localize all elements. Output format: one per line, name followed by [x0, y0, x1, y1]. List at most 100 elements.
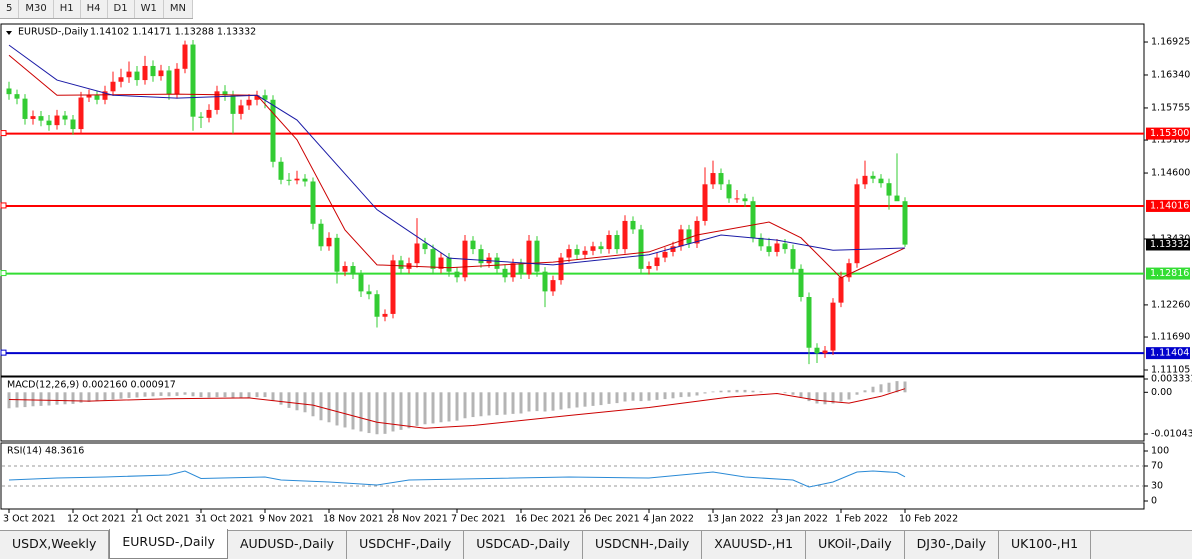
- chart-tab[interactable]: UKOil-,Daily: [806, 531, 905, 559]
- candle-body: [862, 175, 868, 185]
- candle-body: [590, 246, 596, 251]
- macd-bar: [591, 392, 595, 406]
- timeframe-button[interactable]: H4: [81, 0, 108, 18]
- candle-body: [246, 99, 252, 106]
- macd-bar: [719, 390, 723, 393]
- candle-body: [438, 257, 444, 269]
- candle-body: [846, 263, 852, 278]
- candle-body: [630, 220, 636, 230]
- candle-body: [6, 88, 12, 95]
- level-handle: [0, 270, 7, 277]
- macd-bar: [495, 392, 499, 416]
- y-tick-label: 0.003331: [1151, 374, 1192, 385]
- candle-body: [830, 302, 836, 351]
- x-tick-label: 31 Oct 2021: [195, 514, 254, 525]
- macd-bar: [439, 392, 443, 423]
- candle-body: [750, 201, 756, 238]
- macd-bar: [823, 392, 827, 405]
- candle-body: [878, 178, 884, 184]
- candle-body: [558, 257, 564, 281]
- macd-bar: [295, 392, 299, 411]
- chart-tab[interactable]: EURUSD-,Daily: [109, 529, 228, 559]
- timeframe-button[interactable]: M30: [19, 0, 54, 18]
- macd-bar: [367, 392, 371, 434]
- macd-bar: [327, 392, 331, 423]
- macd-bar: [287, 392, 291, 408]
- macd-bar: [487, 392, 491, 416]
- macd-bar: [415, 392, 419, 426]
- macd-bar: [135, 392, 139, 398]
- macd-bar: [783, 392, 787, 394]
- timeframe-button[interactable]: H1: [54, 0, 81, 18]
- timeframe-button[interactable]: 5: [0, 0, 20, 18]
- macd-bar: [703, 392, 707, 394]
- rsi-panel: [0, 442, 1145, 510]
- candle-body: [814, 347, 820, 354]
- candle-body: [478, 249, 484, 264]
- candle-body: [62, 115, 68, 120]
- macd-bar: [407, 392, 411, 429]
- macd-bar: [639, 392, 643, 402]
- candle-body: [542, 271, 548, 292]
- macd-bar: [607, 392, 611, 404]
- y-tick-label: 1.11105: [1151, 364, 1190, 375]
- candle-body: [78, 97, 84, 130]
- macd-bar: [231, 392, 235, 398]
- chart-window: EURUSD-,Daily 1.14102 1.14171 1.13288 1.…: [0, 23, 1192, 525]
- macd-bar: [55, 392, 59, 405]
- candle-body: [766, 246, 772, 252]
- candle-body: [782, 243, 788, 250]
- x-tick-label: 10 Feb 2022: [899, 514, 958, 525]
- candle-body: [742, 198, 748, 202]
- candle-body: [390, 260, 396, 314]
- level-label: 1.12816: [1150, 268, 1189, 279]
- candle-body: [718, 173, 724, 185]
- macd-bar: [679, 392, 683, 398]
- chart-tab[interactable]: DJ30-,Daily: [905, 531, 999, 559]
- candle-body: [46, 120, 52, 126]
- candle-body: [190, 44, 196, 117]
- level-handle: [0, 202, 7, 209]
- level-label: 1.15300: [1150, 128, 1189, 139]
- level-handle: [0, 349, 7, 356]
- candle-body: [774, 243, 780, 252]
- candle-body: [526, 240, 532, 275]
- x-tick-label: 18 Nov 2021: [323, 514, 384, 525]
- chart-tab[interactable]: USDCHF-,Daily: [347, 531, 465, 559]
- macd-bar: [423, 392, 427, 425]
- macd-bar: [831, 392, 835, 404]
- candle-body: [806, 297, 812, 348]
- y-tick-label: 30: [1151, 481, 1163, 492]
- last-price-label: 1.13332: [1150, 239, 1189, 250]
- chart-tab[interactable]: AUDUSD-,Daily: [228, 531, 348, 559]
- macd-bar: [855, 392, 859, 395]
- y-tick-label: 0.00: [1151, 387, 1172, 398]
- candle-body: [726, 184, 732, 199]
- x-tick-label: 16 Dec 2021: [515, 514, 576, 525]
- candle-body: [646, 266, 652, 269]
- macd-bar: [143, 392, 147, 397]
- candle-body: [14, 94, 20, 99]
- chart-tab[interactable]: USDX,Weekly: [0, 531, 110, 559]
- chart-tab[interactable]: USDCAD-,Daily: [464, 531, 583, 559]
- timeframe-button[interactable]: W1: [135, 0, 164, 18]
- chart-tab[interactable]: USDCNH-,Daily: [583, 531, 703, 559]
- y-tick-label: 100: [1151, 446, 1169, 457]
- macd-bar: [511, 392, 515, 414]
- chart-tab[interactable]: XAUUSD-,H1: [702, 531, 807, 559]
- x-tick-label: 3 Oct 2021: [3, 514, 56, 525]
- candle-body: [142, 65, 148, 81]
- candle-body: [182, 44, 188, 69]
- macd-bar: [151, 392, 155, 397]
- chart-tab[interactable]: UK100-,H1: [999, 531, 1092, 559]
- macd-bar: [375, 392, 379, 435]
- timeframe-button[interactable]: MN: [164, 0, 193, 18]
- candle-body: [318, 223, 324, 247]
- candle-body: [398, 260, 404, 269]
- macd-bar: [647, 392, 651, 401]
- candle-body: [454, 271, 460, 278]
- timeframe-button[interactable]: D1: [108, 0, 135, 18]
- candle-body: [710, 173, 716, 185]
- x-tick-label: 7 Dec 2021: [451, 514, 506, 525]
- macd-bar: [263, 392, 267, 398]
